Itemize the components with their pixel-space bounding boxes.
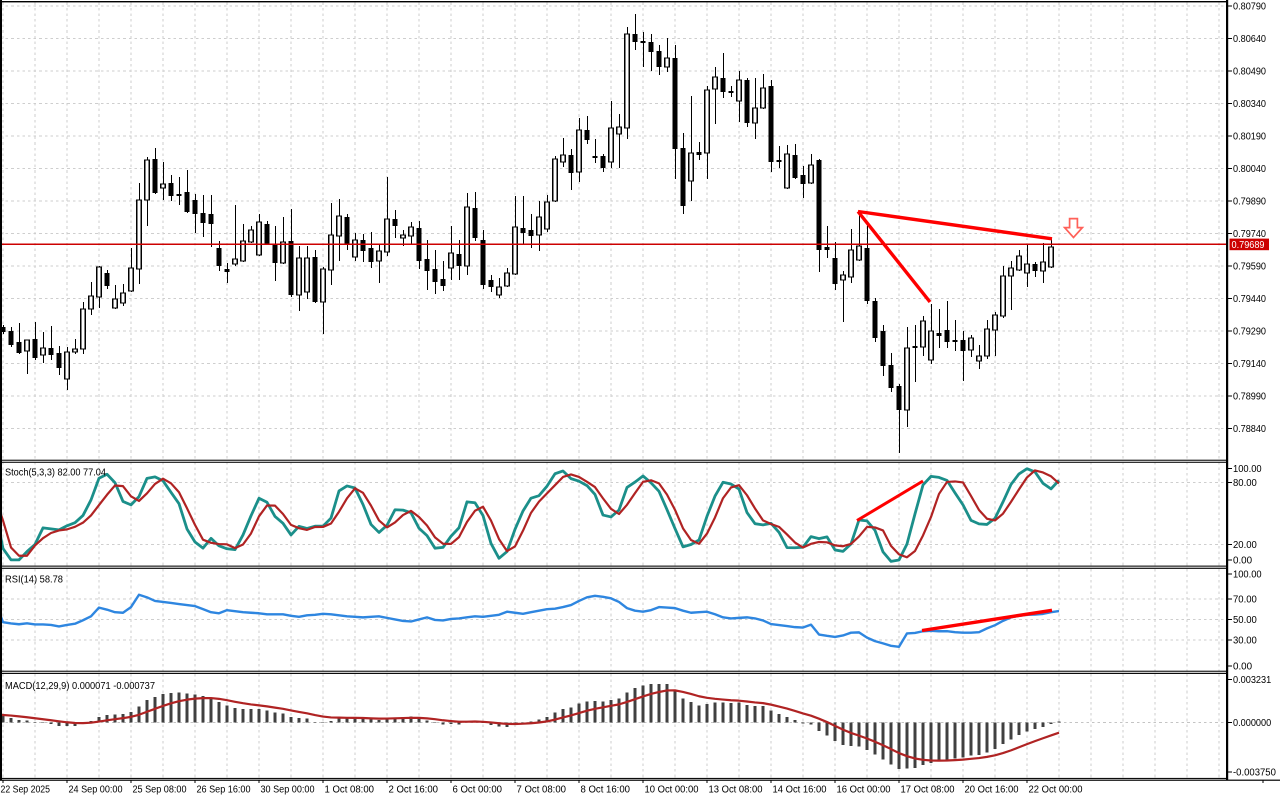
svg-text:100.00: 100.00 <box>1233 464 1262 475</box>
svg-text:10 Oct 00:00: 10 Oct 00:00 <box>645 784 699 795</box>
svg-text:0.00: 0.00 <box>1233 662 1253 673</box>
svg-text:0.79740: 0.79740 <box>1233 229 1266 240</box>
svg-text:80.00: 80.00 <box>1233 478 1257 489</box>
svg-text:0.00: 0.00 <box>1233 555 1253 566</box>
svg-text:22 Sep 2025: 22 Sep 2025 <box>1 784 51 795</box>
svg-text:16 Oct 00:00: 16 Oct 00:00 <box>837 784 891 795</box>
svg-text:50.00: 50.00 <box>1233 615 1257 626</box>
svg-text:0.79689: 0.79689 <box>1232 240 1265 251</box>
svg-text:30 Sep 00:00: 30 Sep 00:00 <box>261 784 315 795</box>
svg-text:0.79440: 0.79440 <box>1233 294 1266 305</box>
svg-text:24 Sep 00:00: 24 Sep 00:00 <box>69 784 123 795</box>
svg-text:22 Oct 00:00: 22 Oct 00:00 <box>1029 784 1083 795</box>
svg-text:20.00: 20.00 <box>1233 540 1257 551</box>
svg-text:14 Oct 16:00: 14 Oct 16:00 <box>773 784 827 795</box>
svg-text:0.80640: 0.80640 <box>1233 34 1266 45</box>
svg-text:0.79290: 0.79290 <box>1233 327 1266 338</box>
svg-text:RSI(14) 58.78: RSI(14) 58.78 <box>5 575 63 586</box>
svg-text:0.000000: 0.000000 <box>1233 718 1272 729</box>
svg-text:0.79590: 0.79590 <box>1233 262 1266 273</box>
svg-text:70.00: 70.00 <box>1233 594 1257 605</box>
svg-text:100.00: 100.00 <box>1233 569 1262 580</box>
svg-text:7 Oct 08:00: 7 Oct 08:00 <box>517 784 567 795</box>
svg-text:0.80790: 0.80790 <box>1233 2 1266 13</box>
svg-text:8 Oct 16:00: 8 Oct 16:00 <box>581 784 631 795</box>
svg-text:2 Oct 16:00: 2 Oct 16:00 <box>389 784 439 795</box>
svg-text:6 Oct 00:00: 6 Oct 00:00 <box>453 784 503 795</box>
svg-text:1 Oct 08:00: 1 Oct 08:00 <box>325 784 375 795</box>
svg-text:0.80340: 0.80340 <box>1233 99 1266 110</box>
svg-text:20 Oct 16:00: 20 Oct 16:00 <box>965 784 1019 795</box>
svg-text:0.003231: 0.003231 <box>1233 675 1272 686</box>
svg-text:MACD(12,29,9) 0.000071 -0.0007: MACD(12,29,9) 0.000071 -0.000737 <box>5 681 155 692</box>
svg-text:0.78840: 0.78840 <box>1233 424 1266 435</box>
svg-text:0.79140: 0.79140 <box>1233 359 1266 370</box>
svg-text:0.79890: 0.79890 <box>1233 197 1266 208</box>
svg-text:13 Oct 08:00: 13 Oct 08:00 <box>709 784 763 795</box>
svg-text:0.80490: 0.80490 <box>1233 67 1266 78</box>
svg-text:30.00: 30.00 <box>1233 636 1257 647</box>
svg-text:0.78990: 0.78990 <box>1233 392 1266 403</box>
svg-text:Stoch(5,3,3) 82.00 77.04: Stoch(5,3,3) 82.00 77.04 <box>5 468 106 479</box>
svg-text:0.80040: 0.80040 <box>1233 164 1266 175</box>
svg-text:25 Sep 08:00: 25 Sep 08:00 <box>133 784 187 795</box>
svg-text:17 Oct 08:00: 17 Oct 08:00 <box>901 784 955 795</box>
svg-text:26 Sep 16:00: 26 Sep 16:00 <box>197 784 251 795</box>
svg-text:0.80190: 0.80190 <box>1233 132 1266 143</box>
svg-text:-0.003750: -0.003750 <box>1233 768 1276 779</box>
